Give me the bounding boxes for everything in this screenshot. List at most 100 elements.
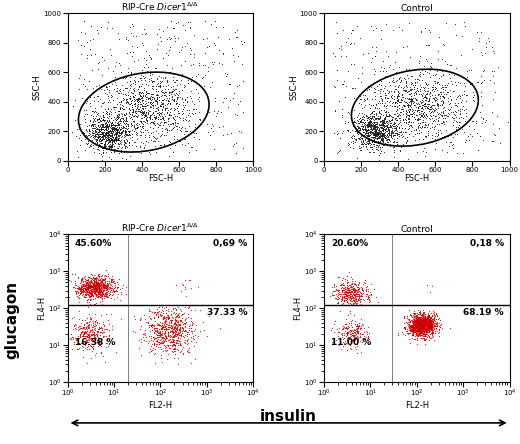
Point	[102, 83, 111, 91]
Point	[336, 281, 344, 289]
Point	[469, 94, 477, 101]
Point	[377, 92, 385, 99]
Point	[358, 141, 367, 148]
Point	[405, 118, 413, 125]
Point	[84, 328, 93, 335]
Point	[157, 87, 165, 94]
Point	[107, 155, 115, 163]
Point	[105, 135, 113, 143]
Point	[148, 102, 156, 109]
Point	[402, 137, 411, 144]
Point	[414, 115, 423, 122]
Point	[100, 286, 108, 293]
Point	[88, 107, 96, 115]
Point	[149, 91, 158, 98]
Point	[420, 330, 428, 337]
Point	[93, 291, 101, 298]
Point	[171, 92, 179, 99]
Point	[172, 339, 180, 346]
Point	[373, 143, 382, 151]
Point	[469, 81, 477, 88]
Point	[76, 287, 84, 294]
Point	[99, 120, 107, 127]
Point	[352, 290, 360, 297]
Point	[383, 131, 391, 138]
Point	[106, 124, 114, 131]
Point	[356, 337, 365, 344]
Point	[107, 310, 115, 317]
Point	[87, 282, 96, 289]
Point	[124, 122, 132, 129]
Point	[131, 102, 139, 109]
Point	[108, 25, 116, 32]
Point	[447, 103, 455, 111]
Point	[363, 121, 371, 128]
Point	[96, 122, 104, 129]
Point	[376, 127, 385, 135]
Point	[85, 317, 94, 324]
Point	[86, 283, 94, 290]
Point	[433, 86, 441, 93]
Point	[89, 286, 97, 293]
Point	[85, 288, 94, 295]
Point	[150, 317, 159, 324]
Point	[371, 115, 379, 122]
Point	[412, 78, 421, 85]
Point	[376, 85, 384, 92]
Point	[208, 121, 216, 128]
Point	[138, 88, 147, 95]
Point	[94, 122, 102, 129]
Text: insulin: insulin	[260, 409, 317, 424]
Point	[364, 333, 372, 340]
Point	[128, 127, 137, 134]
Point	[146, 94, 154, 101]
Point	[95, 129, 103, 136]
Point	[133, 136, 141, 143]
Point	[428, 315, 437, 322]
Point	[162, 325, 171, 332]
Point	[123, 99, 132, 106]
Point	[418, 317, 426, 324]
Point	[103, 325, 111, 333]
Point	[429, 324, 437, 331]
Point	[419, 323, 427, 330]
Point	[112, 131, 120, 138]
Point	[169, 305, 177, 313]
Point	[163, 126, 171, 133]
Point	[458, 97, 466, 104]
Point	[85, 336, 93, 343]
Point	[479, 67, 488, 74]
Point	[192, 86, 200, 93]
Point	[413, 319, 422, 326]
Point	[84, 286, 93, 293]
Point	[84, 132, 93, 139]
Point	[338, 292, 346, 299]
Point	[419, 318, 427, 325]
Point	[82, 279, 90, 286]
Point	[418, 325, 426, 333]
Point	[171, 331, 179, 338]
Point	[434, 104, 443, 111]
Point	[89, 285, 97, 293]
Point	[154, 313, 162, 321]
Point	[353, 327, 361, 334]
Point	[180, 333, 188, 341]
Point	[376, 138, 384, 145]
Point	[151, 308, 160, 315]
Point	[349, 299, 357, 306]
Point	[421, 323, 430, 330]
Point	[419, 330, 427, 337]
Point	[381, 126, 389, 133]
Point	[147, 103, 155, 111]
Point	[402, 98, 411, 105]
Point	[411, 322, 419, 329]
Point	[339, 27, 347, 34]
Point	[105, 270, 113, 277]
Point	[360, 95, 368, 102]
Point	[134, 107, 142, 115]
Point	[415, 85, 424, 92]
Point	[367, 84, 375, 91]
Point	[170, 333, 178, 340]
Point	[162, 303, 170, 310]
Point	[176, 321, 184, 328]
